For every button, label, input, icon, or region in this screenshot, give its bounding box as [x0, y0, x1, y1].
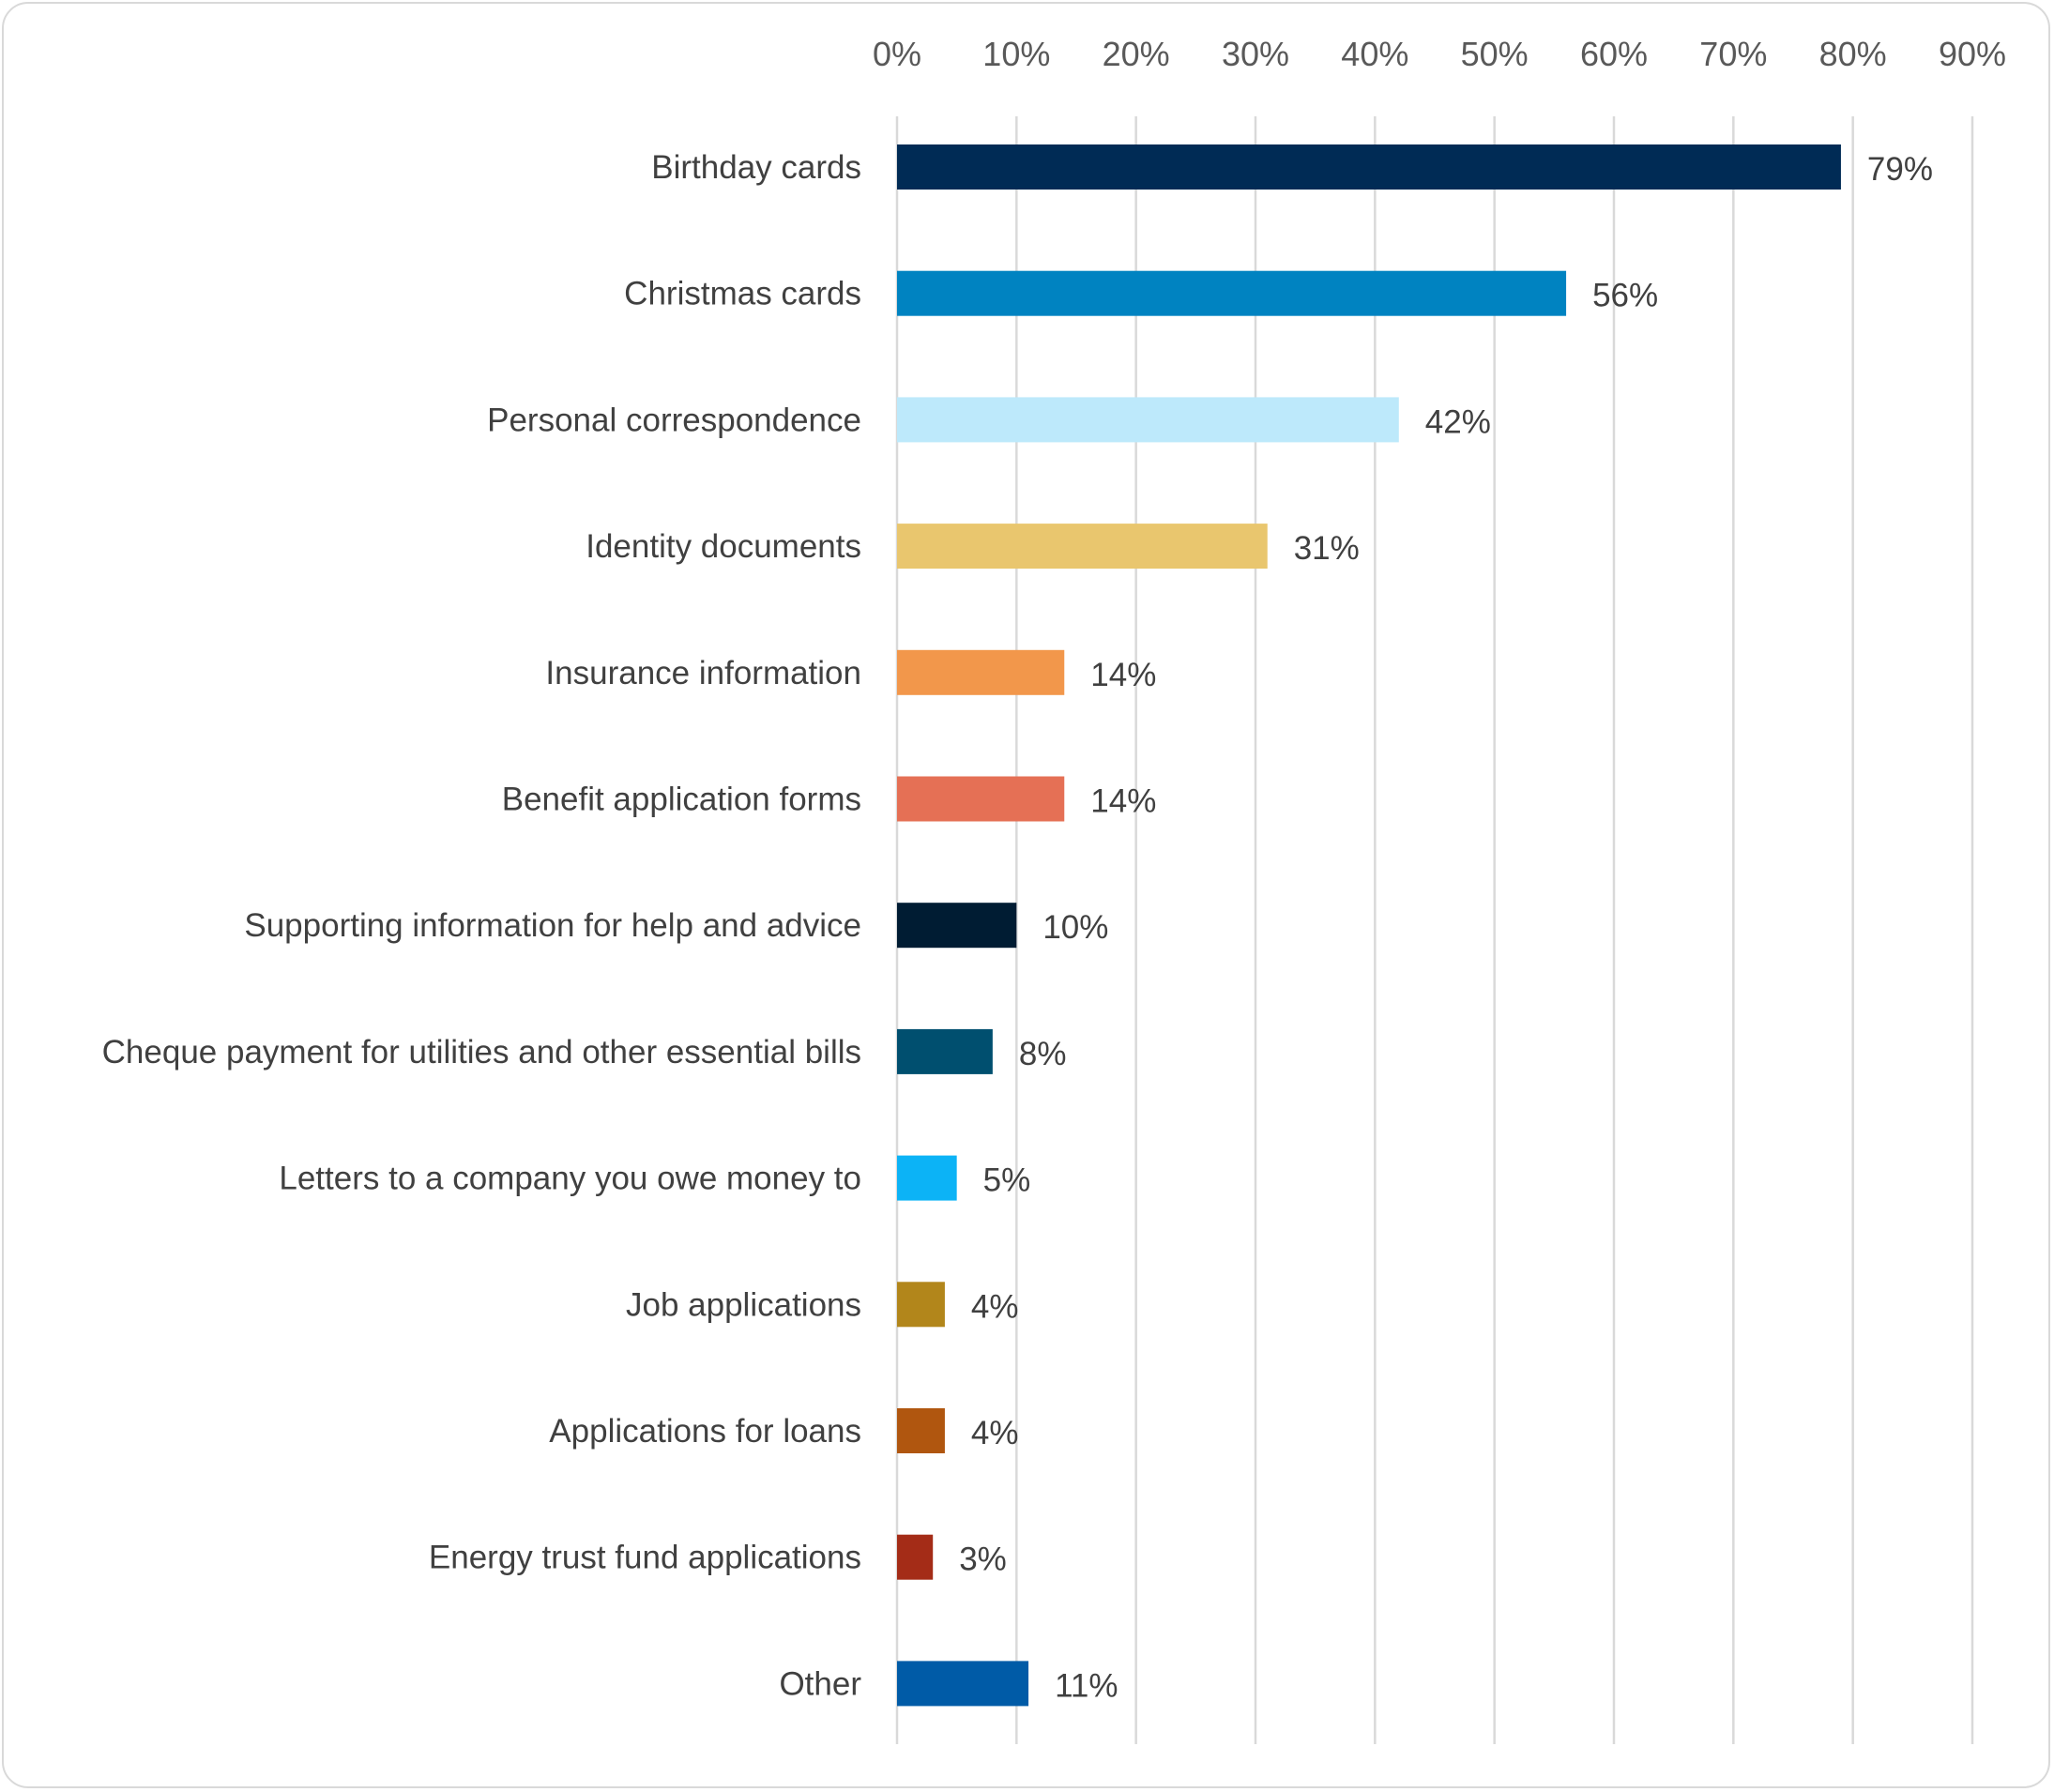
- bar: [897, 649, 1065, 695]
- x-tick-label: 60%: [1580, 35, 1648, 73]
- bar: [897, 144, 1841, 190]
- category-label: Benefit application forms: [502, 782, 861, 818]
- bar: [897, 1028, 993, 1074]
- bar: [897, 1282, 945, 1328]
- data-label: 14%: [1090, 783, 1156, 820]
- category-label: Identity documents: [586, 528, 861, 565]
- data-label: 3%: [959, 1541, 1007, 1578]
- value-labels: 79% 56% 42% 31% 14% 14% 10% 8% 5% 4% 4% 3% 11%: [959, 151, 1933, 1704]
- x-axis-ticks: 0% 10% 20% 30% 40% 50% 60% 70% 80% 90%: [873, 35, 2006, 73]
- bars: [897, 144, 1841, 1707]
- category-label: Applications for loans: [549, 1413, 861, 1450]
- bar: [897, 270, 1567, 316]
- x-tick-label: 90%: [1939, 35, 2006, 73]
- x-tick-label: 40%: [1341, 35, 1408, 73]
- bar: [897, 1534, 934, 1580]
- category-label: Cheque payment for utilities and other e…: [102, 1034, 861, 1071]
- data-label: 14%: [1090, 657, 1156, 693]
- bar: [897, 524, 1268, 569]
- bar: [897, 1408, 945, 1453]
- x-tick-label: 20%: [1103, 35, 1170, 73]
- data-label: 8%: [1019, 1036, 1067, 1072]
- category-label: Personal correspondence: [487, 402, 861, 438]
- data-label: 4%: [971, 1288, 1019, 1325]
- data-label: 56%: [1592, 278, 1658, 314]
- bar: [897, 903, 1017, 949]
- bar: [897, 776, 1065, 822]
- data-label: 11%: [1055, 1667, 1118, 1704]
- category-label: Job applications: [626, 1286, 861, 1323]
- category-label: Other: [779, 1665, 861, 1702]
- x-tick-label: 80%: [1819, 35, 1887, 73]
- bar-chart: 0% 10% 20% 30% 40% 50% 60% 70% 80% 90% Birthday c…: [102, 35, 2006, 1744]
- x-tick-label: 50%: [1461, 35, 1529, 73]
- category-label: Birthday cards: [651, 149, 861, 186]
- bar: [897, 1155, 957, 1201]
- data-label: 31%: [1294, 530, 1360, 567]
- category-label: Energy trust fund applications: [429, 1540, 861, 1576]
- x-tick-label: 70%: [1699, 35, 1767, 73]
- category-labels: Birthday cards Christmas cards Personal co…: [102, 149, 862, 1702]
- bar: [897, 1661, 1029, 1707]
- x-tick-label: 0%: [873, 35, 921, 73]
- x-tick-label: 10%: [982, 35, 1050, 73]
- category-label: Supporting information for help and advi…: [244, 907, 861, 944]
- data-label: 42%: [1425, 403, 1491, 440]
- x-tick-label: 30%: [1222, 35, 1289, 73]
- category-label: Christmas cards: [624, 276, 861, 312]
- data-label: 4%: [971, 1415, 1019, 1451]
- data-label: 5%: [983, 1162, 1031, 1199]
- bar: [897, 397, 1399, 443]
- data-label: 10%: [1042, 909, 1108, 946]
- data-label: 79%: [1867, 151, 1933, 188]
- category-label: Letters to a company you owe money to: [279, 1161, 861, 1197]
- gridlines: [895, 116, 1974, 1744]
- category-label: Insurance information: [545, 655, 861, 691]
